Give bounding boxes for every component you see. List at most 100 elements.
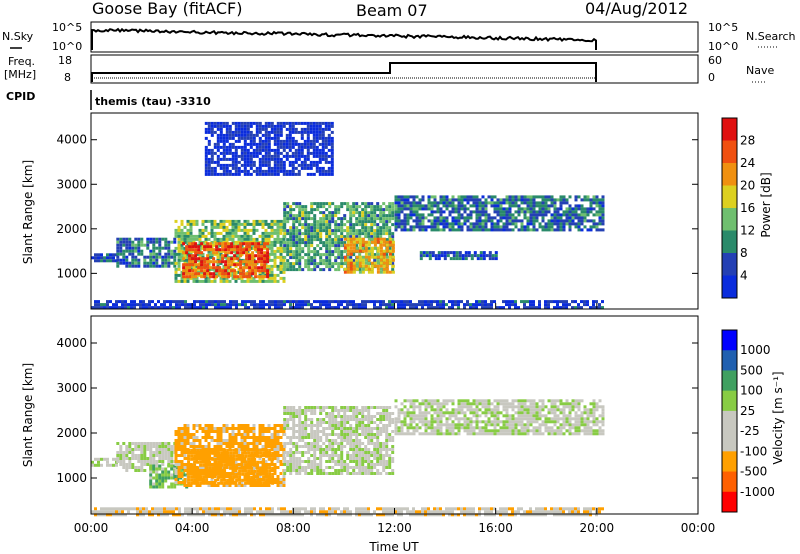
echo-cell xyxy=(240,439,244,442)
echo-cell xyxy=(222,163,226,167)
echo-cell xyxy=(196,300,199,304)
echo-cell xyxy=(222,484,226,487)
echo-cell xyxy=(310,211,314,215)
echo-cell xyxy=(202,303,205,307)
echo-cell xyxy=(577,222,581,226)
echo-cell xyxy=(289,454,293,457)
echo-cell xyxy=(261,133,265,137)
echo-cell xyxy=(526,204,530,208)
noise-right-tick-top: 10^5 xyxy=(708,21,738,34)
echo-cell xyxy=(298,406,302,409)
echo-cell xyxy=(327,154,331,158)
echo-cell xyxy=(400,219,404,223)
echo-cell xyxy=(304,208,308,212)
echo-cell xyxy=(267,133,271,137)
echo-cell xyxy=(358,306,361,310)
echo-cell xyxy=(234,484,238,487)
echo-cell xyxy=(310,306,313,310)
echo-cell xyxy=(193,463,197,467)
echo-cell xyxy=(301,454,305,457)
echo-cell xyxy=(199,481,203,485)
echo-cell xyxy=(313,235,317,239)
echo-cell xyxy=(391,205,395,209)
echo-cell xyxy=(361,240,365,244)
echo-cell xyxy=(571,219,575,223)
echo-cell xyxy=(295,244,299,248)
echo-cell xyxy=(245,248,249,252)
echo-cell xyxy=(134,249,138,253)
echo-cell xyxy=(319,235,323,239)
echo-cell xyxy=(225,475,229,478)
echo-cell xyxy=(523,300,526,304)
echo-cell xyxy=(562,300,565,304)
echo-cell xyxy=(197,272,201,276)
echo-cell xyxy=(306,121,310,125)
echo-cell xyxy=(358,240,362,244)
echo-cell xyxy=(258,442,262,445)
echo-cell xyxy=(273,169,277,173)
echo-cell xyxy=(295,232,299,236)
echo-cell xyxy=(304,229,308,233)
echo-cell xyxy=(484,228,488,232)
echo-cell xyxy=(267,142,271,146)
echo-cell xyxy=(376,232,380,236)
echo-cell xyxy=(361,267,365,271)
echo-cell xyxy=(270,243,274,247)
echo-cell xyxy=(186,484,190,487)
echo-cell xyxy=(288,145,292,149)
echo-cell xyxy=(209,248,213,252)
echo-cell xyxy=(361,232,365,236)
echo-cell xyxy=(288,127,292,131)
echo-cell xyxy=(466,213,470,217)
echo-cell xyxy=(276,219,280,223)
echo-cell xyxy=(355,261,359,265)
echo-cell xyxy=(595,210,599,214)
echo-cell xyxy=(289,241,293,245)
echo-cell xyxy=(321,130,325,134)
echo-cell xyxy=(200,257,204,261)
echo-cell xyxy=(238,303,241,307)
echo-cell xyxy=(409,303,412,307)
echo-cell xyxy=(261,276,265,280)
echo-cell xyxy=(276,433,280,436)
echo-cell xyxy=(255,439,259,442)
echo-cell xyxy=(328,229,332,233)
echo-cell xyxy=(565,219,569,223)
echo-cell xyxy=(538,222,542,226)
echo-cell xyxy=(556,300,559,304)
echo-cell xyxy=(385,214,389,218)
echo-cell xyxy=(170,473,174,477)
echo-cell xyxy=(279,139,283,143)
echo-cell xyxy=(349,214,353,218)
echo-cell xyxy=(547,204,551,208)
echo-cell xyxy=(325,262,329,266)
echo-cell xyxy=(298,256,302,260)
echo-cell xyxy=(319,424,323,427)
echo-cell xyxy=(237,121,241,125)
echo-cell xyxy=(273,427,277,430)
echo-cell xyxy=(271,300,274,304)
echo-cell xyxy=(158,448,162,451)
echo-cell xyxy=(196,469,200,473)
echo-cell xyxy=(304,412,308,415)
echo-cell xyxy=(177,237,181,241)
echo-cell xyxy=(267,222,271,226)
echo-cell xyxy=(301,226,305,230)
echo-cell xyxy=(306,136,310,140)
echo-cell xyxy=(319,430,323,433)
echo-cell xyxy=(508,210,512,214)
echo-cell xyxy=(222,151,226,155)
echo-cell xyxy=(237,463,241,466)
echo-cell xyxy=(289,463,293,466)
echo-cell xyxy=(295,469,299,472)
echo-cell xyxy=(125,264,129,268)
echo-cell xyxy=(559,195,563,199)
freq-unit-label: [MHz] xyxy=(4,68,36,81)
echo-cell xyxy=(364,264,368,268)
echo-cell xyxy=(167,258,171,262)
echo-cell xyxy=(523,195,527,199)
echo-cell xyxy=(155,476,159,480)
echo-cell xyxy=(295,202,299,206)
echo-cell xyxy=(340,256,344,260)
echo-cell xyxy=(473,254,477,258)
